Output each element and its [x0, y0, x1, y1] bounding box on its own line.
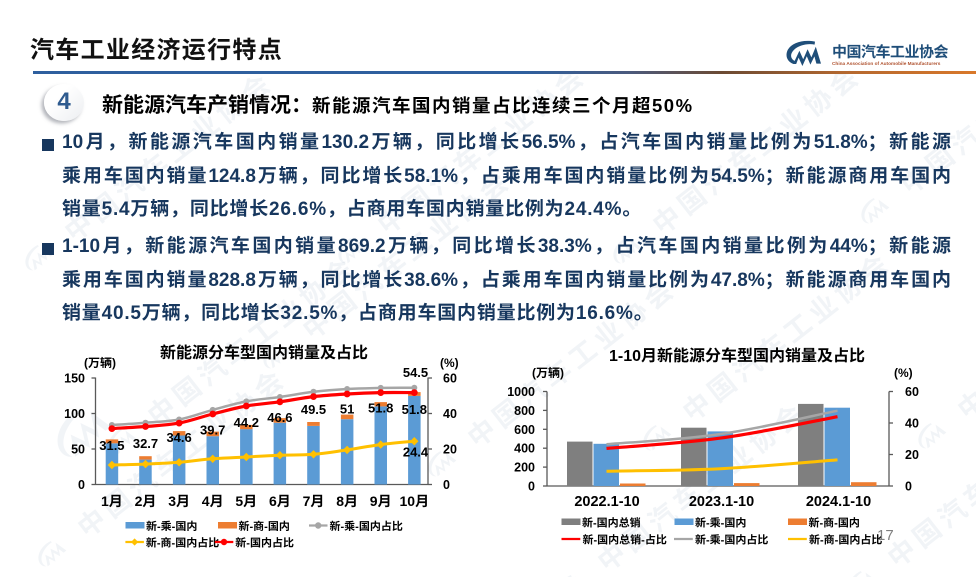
svg-text:4月: 4月 — [202, 493, 224, 509]
svg-text:(%): (%) — [894, 366, 913, 380]
svg-text:44.2: 44.2 — [234, 415, 259, 430]
svg-text:39.7: 39.7 — [200, 423, 225, 438]
svg-text:46.6: 46.6 — [267, 410, 292, 425]
svg-text:5月: 5月 — [235, 493, 257, 509]
svg-text:100: 100 — [64, 407, 85, 421]
svg-text:新-商-国内: 新-商-国内 — [809, 517, 860, 530]
svg-text:60: 60 — [443, 372, 457, 386]
svg-text:150: 150 — [64, 372, 85, 386]
svg-text:2024.1-10: 2024.1-10 — [806, 494, 871, 510]
svg-text:新-乘-国内: 新-乘-国内 — [695, 517, 746, 530]
svg-text:31.5: 31.5 — [99, 438, 124, 453]
svg-text:0: 0 — [905, 480, 912, 494]
svg-text:8月: 8月 — [336, 493, 358, 509]
svg-text:51.8: 51.8 — [368, 401, 393, 416]
svg-text:1000: 1000 — [507, 385, 535, 399]
svg-text:49.5: 49.5 — [301, 402, 326, 417]
svg-text:1-10月新能源分车型国内销量及占比: 1-10月新能源分车型国内销量及占比 — [609, 347, 865, 365]
svg-text:24.4: 24.4 — [403, 445, 429, 460]
svg-text:(%): (%) — [440, 356, 459, 370]
svg-text:20: 20 — [443, 443, 457, 457]
svg-text:34.6: 34.6 — [166, 430, 191, 445]
svg-text:7月: 7月 — [303, 493, 325, 509]
svg-text:新-乘-国内占比: 新-乘-国内占比 — [695, 534, 768, 547]
svg-text:0: 0 — [78, 478, 85, 492]
svg-text:新-商-国内占比: 新-商-国内占比 — [809, 534, 882, 547]
svg-text:(万辆): (万辆) — [532, 366, 564, 380]
svg-text:50: 50 — [71, 443, 85, 457]
svg-text:3月: 3月 — [168, 493, 190, 509]
svg-text:60: 60 — [905, 385, 919, 399]
svg-text:新-国内总销-占比: 新-国内总销-占比 — [583, 534, 667, 547]
svg-text:2月: 2月 — [135, 493, 157, 509]
svg-text:20: 20 — [905, 448, 919, 462]
svg-text:新能源分车型国内销量及占比: 新能源分车型国内销量及占比 — [160, 344, 368, 362]
svg-text:51.8: 51.8 — [402, 402, 427, 417]
svg-text:800: 800 — [514, 404, 535, 418]
svg-text:10月: 10月 — [400, 493, 430, 509]
svg-text:600: 600 — [514, 423, 535, 437]
svg-text:54.5: 54.5 — [403, 365, 428, 380]
svg-text:200: 200 — [514, 461, 535, 475]
svg-text:32.7: 32.7 — [133, 436, 158, 451]
svg-text:新-商-国内占比: 新-商-国内占比 — [146, 537, 219, 550]
svg-text:新-乘-国内: 新-乘-国内 — [146, 520, 197, 533]
svg-text:(万辆): (万辆) — [84, 356, 116, 370]
svg-text:6月: 6月 — [269, 493, 291, 509]
svg-text:0: 0 — [443, 478, 450, 492]
svg-text:0: 0 — [528, 480, 535, 494]
svg-text:新-国内占比: 新-国内占比 — [235, 537, 294, 550]
svg-text:51: 51 — [340, 402, 354, 417]
svg-text:40: 40 — [443, 407, 457, 421]
svg-text:9月: 9月 — [370, 493, 392, 509]
svg-text:新-乘-国内占比: 新-乘-国内占比 — [330, 520, 403, 533]
svg-text:40: 40 — [905, 417, 919, 431]
svg-text:新-商-国内: 新-商-国内 — [239, 520, 290, 533]
svg-text:400: 400 — [514, 442, 535, 456]
svg-text:1月: 1月 — [101, 493, 123, 509]
svg-text:新-国内总销: 新-国内总销 — [582, 517, 641, 530]
svg-text:2022.1-10: 2022.1-10 — [574, 494, 639, 510]
svg-text:2023.1-10: 2023.1-10 — [689, 494, 754, 510]
